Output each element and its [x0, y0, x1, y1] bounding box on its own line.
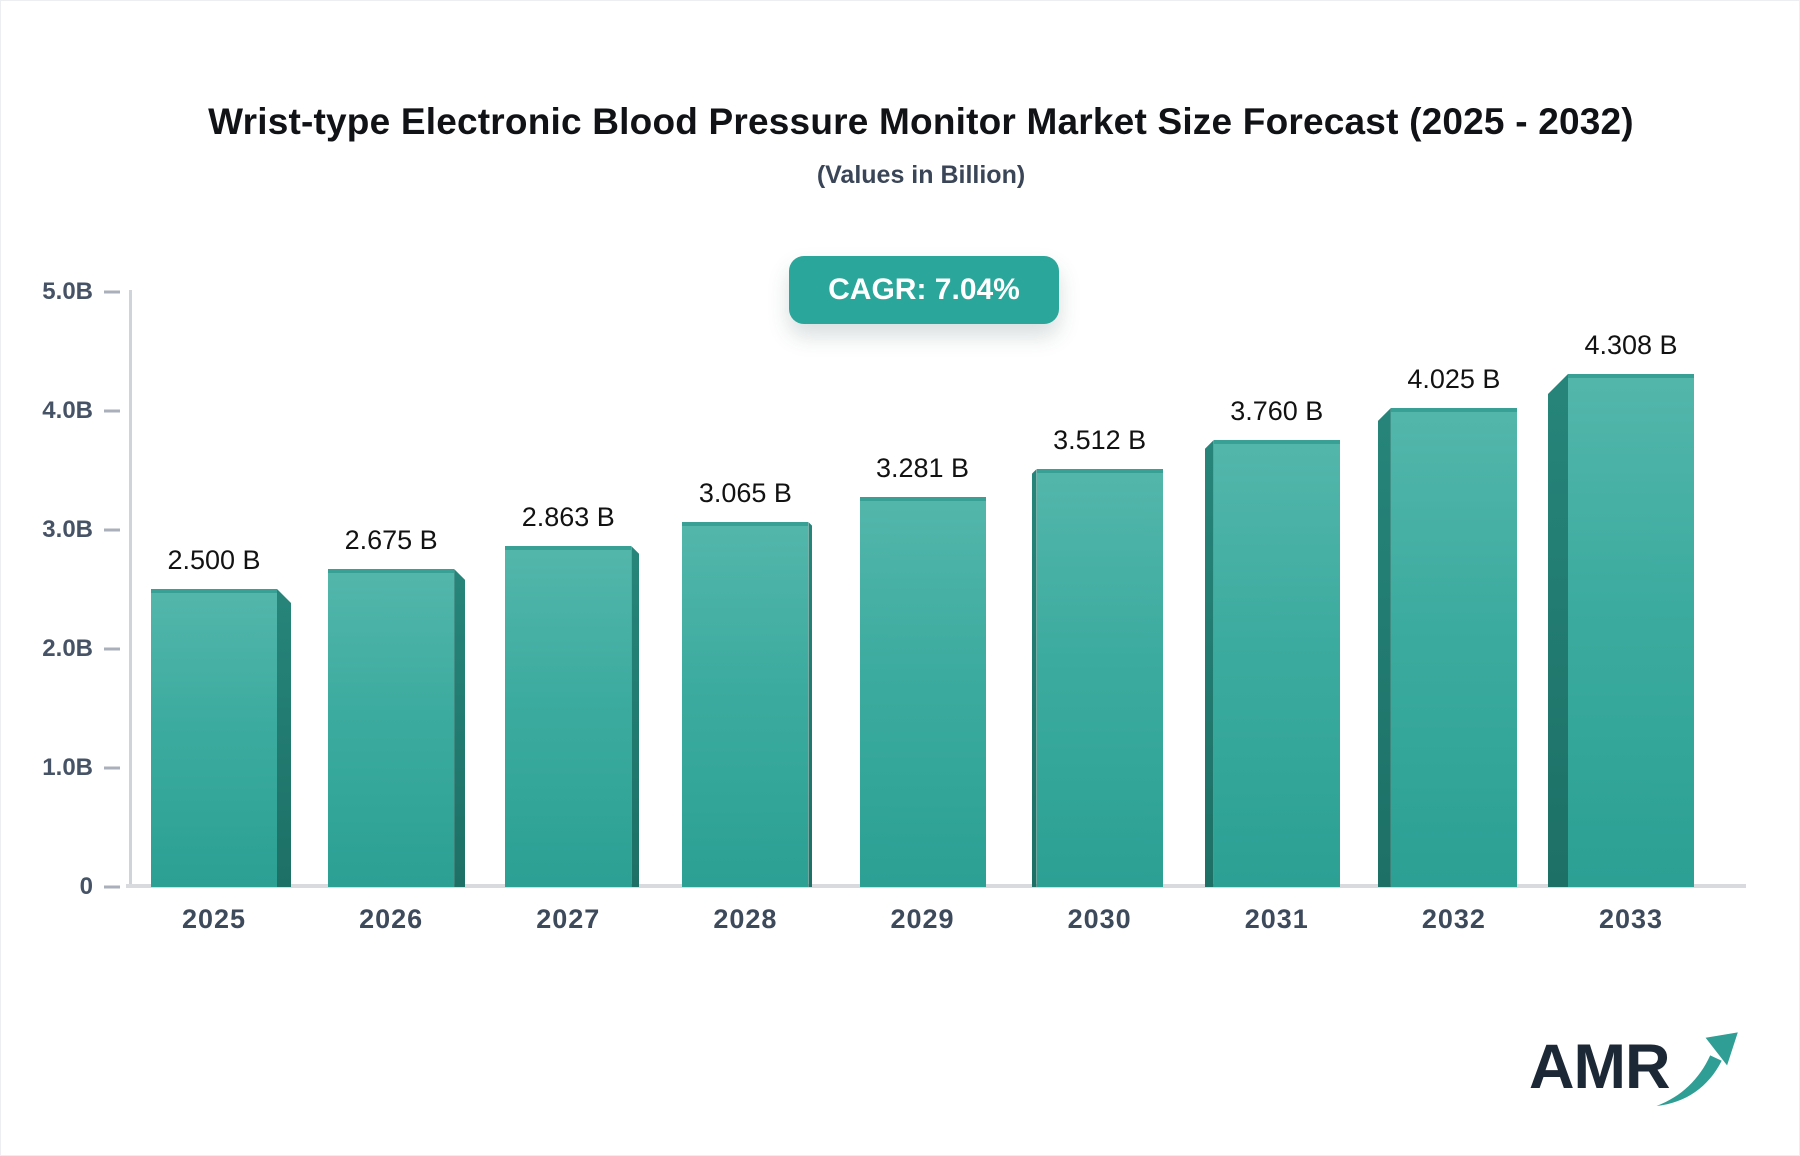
- y-axis-tick-mark: [104, 766, 120, 770]
- x-axis-label-2028: 2028: [713, 904, 778, 934]
- y-axis-tick-mark: [104, 647, 120, 651]
- x-axis-label-2030: 2030: [1067, 904, 1132, 934]
- bar-value-label: 2.500 B: [167, 545, 261, 575]
- bar-value-label: 3.065 B: [698, 478, 792, 508]
- y-axis-tick-mark: [104, 885, 120, 889]
- bar-2030[interactable]: [1036, 469, 1163, 887]
- bar-side-face-2026: [454, 569, 466, 887]
- x-axis-label-2033: 2033: [1598, 904, 1664, 934]
- bar-value-label: 3.512 B: [1053, 425, 1147, 455]
- bar-value-label: 4.025 B: [1407, 364, 1501, 394]
- bar-2026[interactable]: [328, 569, 455, 887]
- x-axis-label-2025: 2025: [181, 904, 247, 934]
- x-axis-label-2027: 2027: [536, 904, 601, 934]
- bar-side-face-2032: [1377, 408, 1391, 887]
- bar-side-face-2027: [631, 546, 640, 887]
- y-axis-tick-label: 4.0B: [42, 397, 93, 424]
- y-axis-tick-label: 2.0B: [42, 635, 93, 662]
- bar-2031[interactable]: [1213, 440, 1340, 887]
- y-axis-tick-mark: [104, 409, 120, 413]
- chart-subtitle: (Values in Billion): [816, 161, 1026, 189]
- y-axis-tick-mark: [104, 290, 120, 294]
- bar-value-label: 4.308 B: [1584, 330, 1678, 360]
- y-axis-tick-label: 5.0B: [42, 278, 93, 305]
- y-axis-tick-label: 3.0B: [42, 516, 93, 543]
- cagr-badge-label: CAGR: 7.04%: [828, 273, 1020, 306]
- bar-value-label: 3.760 B: [1230, 396, 1324, 426]
- bar-2028[interactable]: [682, 522, 809, 887]
- bar-2027[interactable]: [505, 546, 632, 887]
- y-axis-tick-mark: [104, 528, 120, 532]
- bar-2033[interactable]: [1568, 374, 1694, 887]
- bar-side-face-2028: [808, 522, 813, 887]
- bar-value-label: 3.281 B: [875, 453, 970, 483]
- y-axis-tick-label: 1.0B: [42, 754, 93, 781]
- x-axis-label-2031: 2031: [1244, 904, 1309, 934]
- amr-logo-text: AMR: [1529, 1032, 1670, 1102]
- bar-side-face-2025: [277, 589, 291, 887]
- y-axis-line: [129, 290, 132, 887]
- growth-arrow-icon: [1657, 1032, 1739, 1107]
- amr-logo: AMR: [1529, 1029, 1747, 1109]
- chart-title: Wrist-type Electronic Blood Pressure Mon…: [208, 101, 1634, 142]
- x-axis-label-2032: 2032: [1421, 904, 1486, 934]
- bar-2025[interactable]: [151, 589, 277, 887]
- bar-side-face-2030: [1031, 469, 1037, 887]
- bar-value-label: 2.675 B: [344, 525, 438, 555]
- x-axis-label-2026: 2026: [359, 904, 424, 934]
- x-axis-label-2029: 2029: [890, 904, 955, 934]
- bar-2029[interactable]: [859, 497, 986, 887]
- y-axis-tick-label: 0: [79, 873, 93, 900]
- bar-side-face-2033: [1548, 374, 1568, 887]
- bar-side-face-2031: [1204, 440, 1214, 887]
- bar-value-label: 2.863 B: [521, 502, 615, 532]
- cagr-badge: CAGR: 7.04%: [789, 256, 1059, 324]
- bar-2032[interactable]: [1390, 408, 1517, 887]
